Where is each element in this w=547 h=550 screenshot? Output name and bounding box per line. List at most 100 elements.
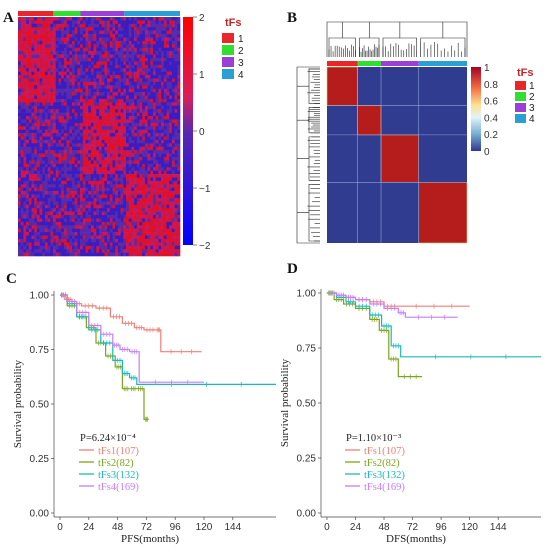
heatmap-a-cell xyxy=(55,23,59,28)
heatmap-a-cell xyxy=(90,37,94,42)
heatmap-a-cell xyxy=(104,85,108,89)
heatmap-a-cell xyxy=(53,64,57,69)
heatmap-a-cell xyxy=(82,119,86,124)
heatmap-a-cell xyxy=(96,34,100,38)
heatmap-a-cell xyxy=(123,119,127,124)
heatmap-a-cell xyxy=(158,95,162,100)
heatmap-a-cell xyxy=(120,81,124,86)
heatmap-a-cell xyxy=(77,150,81,154)
heatmap-a-cell xyxy=(82,98,86,103)
group-bar-1 xyxy=(18,11,54,16)
heatmap-a-cell xyxy=(23,197,27,202)
heatmap-a-cell xyxy=(26,129,30,134)
heatmap-a-cell xyxy=(31,143,35,148)
heatmap-a-cell xyxy=(128,75,132,79)
heatmap-a-cell xyxy=(66,85,70,89)
heatmap-a-cell xyxy=(61,177,65,182)
heatmap-a-cell xyxy=(128,146,132,151)
heatmap-a-cell xyxy=(177,20,181,25)
heatmap-a-cell xyxy=(82,215,86,219)
heatmap-a-cell xyxy=(109,20,113,25)
heatmap-a-cell xyxy=(104,17,108,21)
heatmap-a-cell xyxy=(139,221,143,226)
heatmap-a-cell xyxy=(42,116,46,120)
heatmap-a-cell xyxy=(85,201,89,206)
heatmap-a-cell xyxy=(123,252,127,257)
heatmap-a-cell xyxy=(39,177,43,182)
panel-letter-b: B xyxy=(287,10,297,26)
heatmap-a-cell xyxy=(20,64,24,69)
heatmap-a-cell xyxy=(131,136,135,141)
heatmap-a-cell xyxy=(123,27,127,31)
heatmap-a-cell xyxy=(155,160,159,165)
heatmap-a-cell xyxy=(126,40,129,45)
heatmap-a-cell xyxy=(50,27,54,31)
heatmap-a-cell xyxy=(77,98,81,103)
heatmap-a-cell xyxy=(82,249,86,253)
heatmap-a-cell xyxy=(80,136,84,141)
heatmap-a-cell xyxy=(34,68,38,72)
heatmap-a-cell xyxy=(58,252,62,257)
heatmap-a-cell xyxy=(107,150,111,154)
heatmap-a-cell xyxy=(80,211,84,216)
heatmap-a-cell xyxy=(174,81,178,86)
heatmap-a-cell xyxy=(101,17,105,21)
heatmap-a-cell xyxy=(101,47,105,52)
heatmap-a-cell xyxy=(174,235,178,240)
heatmap-a-cell xyxy=(96,126,100,130)
heatmap-a-cell xyxy=(131,71,135,76)
heatmap-a-cell xyxy=(166,102,170,107)
heatmap-a-cell xyxy=(20,187,24,192)
heatmap-a-cell xyxy=(128,57,132,62)
heatmap-a-cell xyxy=(23,201,27,206)
heatmap-a-cell xyxy=(163,211,167,216)
heatmap-a-cell xyxy=(139,249,143,253)
heatmap-a-cell xyxy=(93,109,97,113)
heatmap-a-cell xyxy=(107,215,111,219)
heatmap-a-cell xyxy=(169,215,173,219)
heatmap-a-cell xyxy=(174,57,178,62)
heatmap-a-cell xyxy=(66,57,70,62)
heatmap-a-cell xyxy=(50,88,54,93)
heatmap-a-cell xyxy=(155,126,159,130)
heatmap-a-cell xyxy=(20,167,24,171)
heatmap-a-cell xyxy=(26,180,30,185)
heatmap-a-cell xyxy=(153,81,156,86)
heatmap-a-cell xyxy=(53,235,57,240)
heatmap-a-cell xyxy=(74,27,78,31)
heatmap-a-cell xyxy=(166,249,170,253)
heatmap-a-cell xyxy=(177,64,181,69)
heatmap-a-cell xyxy=(171,228,175,233)
heatmap-a-cell xyxy=(66,95,70,100)
heatmap-a-cell xyxy=(155,44,159,49)
heatmap-a-cell xyxy=(139,61,143,66)
heatmap-a-cell xyxy=(42,208,46,212)
heatmap-a-cell xyxy=(88,51,92,55)
heatmap-a-cell xyxy=(93,197,97,202)
heatmap-a-cell xyxy=(169,232,173,236)
heatmap-a-cell xyxy=(28,215,32,219)
heatmap-a-cell xyxy=(58,40,62,45)
heatmap-a-cell xyxy=(153,85,156,89)
heatmap-a-cell xyxy=(163,116,167,120)
heatmap-a-cell xyxy=(161,139,165,144)
heatmap-a-cell xyxy=(150,78,154,83)
heatmap-a-cell xyxy=(104,40,108,45)
heatmap-a-cell xyxy=(42,156,46,161)
heatmap-a-cell xyxy=(69,146,73,151)
heatmap-a-cell xyxy=(45,201,48,206)
heatmap-a-cell xyxy=(80,139,84,144)
heatmap-a-cell xyxy=(63,105,67,110)
heatmap-a-cell xyxy=(101,129,105,134)
heatmap-a-cell xyxy=(155,61,159,66)
heatmap-a-cell xyxy=(107,194,111,199)
heatmap-a-cell xyxy=(139,85,143,89)
heatmap-a-cell xyxy=(82,71,86,76)
heatmap-a-cell xyxy=(169,242,173,247)
heatmap-a-cell xyxy=(99,47,102,52)
colorbar-tick-label: 1 xyxy=(199,70,205,81)
heatmap-a-cell xyxy=(96,197,100,202)
heatmap-a-cell xyxy=(36,133,40,137)
heatmap-a-cell xyxy=(69,167,73,171)
heatmap-a-cell xyxy=(93,129,97,134)
